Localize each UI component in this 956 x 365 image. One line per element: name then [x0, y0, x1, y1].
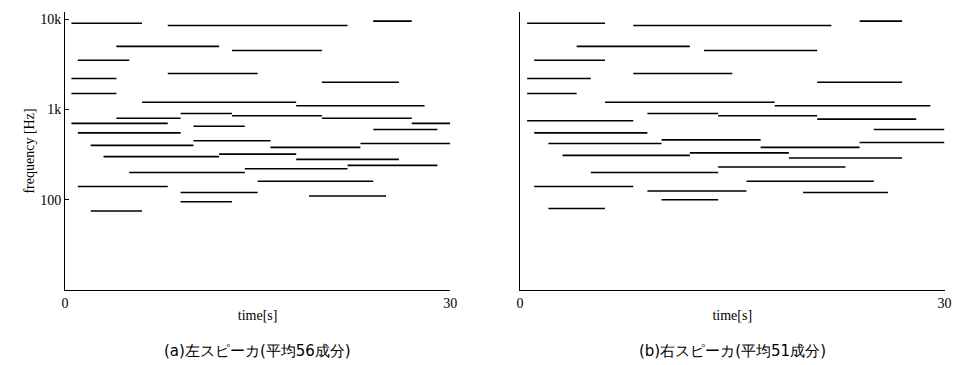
svg-text:0: 0 [62, 296, 69, 311]
svg-text:frequency [Hz]: frequency [Hz] [22, 108, 37, 193]
svg-text:time[s]: time[s] [712, 308, 752, 323]
svg-text:100: 100 [40, 193, 61, 208]
svg-text:10k: 10k [40, 12, 61, 27]
svg-text:1k: 1k [47, 102, 61, 117]
svg-text:(b)右スピーカ(平均51成分): (b)右スピーカ(平均51成分) [639, 342, 826, 360]
svg-text:0: 0 [517, 296, 524, 311]
svg-text:30: 30 [938, 296, 952, 311]
svg-text:30: 30 [443, 296, 457, 311]
svg-text:(a)左スピーカ(平均56成分): (a)左スピーカ(平均56成分) [164, 342, 351, 360]
svg-text:time[s]: time[s] [238, 308, 278, 323]
